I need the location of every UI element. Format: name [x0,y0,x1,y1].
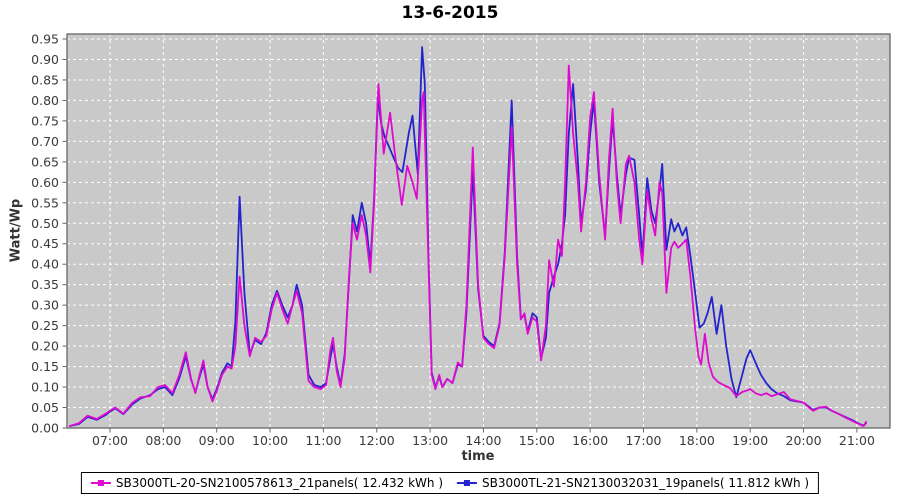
x-tick-label: 18:00 [679,433,715,448]
y-tick-label: 0.00 [31,421,59,436]
y-tick-label: 0.30 [31,298,59,313]
x-axis-label: time [461,449,495,464]
series2-swatch-icon [457,480,477,486]
y-tick-label: 0.85 [31,72,59,87]
plot-area [67,34,890,428]
x-tick-label: 09:00 [199,433,235,448]
legend: SB3000TL-20-SN2100578613_21panels( 12.43… [80,472,820,494]
legend-label-series2: SB3000TL-21-SN2130032031_19panels( 11.81… [482,476,810,490]
y-tick-label: 0.15 [31,359,59,374]
series-line-1 [69,64,867,427]
x-tick-label: 12:00 [359,433,395,448]
y-tick-label: 0.70 [31,134,59,149]
y-tick-label: 0.95 [31,32,59,47]
x-tick-label: 11:00 [305,433,341,448]
legend-label-series1: SB3000TL-20-SN2100578613_21panels( 12.43… [115,476,443,490]
x-tick-label: 19:00 [732,433,768,448]
x-tick-label: 15:00 [519,433,555,448]
y-tick-label: 0.05 [31,400,59,415]
x-tick-label: 08:00 [145,433,181,448]
legend-item-series2: SB3000TL-21-SN2130032031_19panels( 11.81… [457,476,809,490]
y-tick-label: 0.90 [31,52,59,67]
plot-border [66,33,891,429]
chart-canvas: 0.00 0.05 0.10 0.15 0.20 0.25 0.30 0.35 0.40 0.45… [31,32,891,448]
x-tick-label: 10:00 [252,433,288,448]
y-tick-label: 0.10 [31,380,59,395]
x-tick-label: 16:00 [572,433,608,448]
y-tick-label: 0.20 [31,339,59,354]
x-tick-label: 14:00 [465,433,501,448]
y-axis-label: Watt/Wp [8,198,24,263]
series1-swatch-icon [90,480,111,486]
y-tick-label: 0.80 [31,93,59,108]
y-tick-label: 0.75 [31,113,59,128]
y-tick-label: 0.50 [31,216,59,231]
series-line-2 [69,46,867,427]
x-tick-label: 13:00 [412,433,448,448]
x-tick-label: 21:00 [839,433,875,448]
y-tick-label: 0.25 [31,318,59,333]
y-tick-label: 0.60 [31,175,59,190]
chart-title: 13-6-2015 [401,3,499,23]
x-tick-label: 07:00 [92,433,128,448]
x-tick-label: 20:00 [786,433,822,448]
y-tick-label: 0.45 [31,236,59,251]
y-tick-label: 0.55 [31,195,59,210]
y-tick-label: 0.35 [31,277,59,292]
y-tick-label: 0.40 [31,257,59,272]
legend-item-series1: SB3000TL-20-SN2100578613_21panels( 12.43… [90,476,443,490]
y-tick-label: 0.65 [31,154,59,169]
x-tick-label: 17:00 [625,433,661,448]
